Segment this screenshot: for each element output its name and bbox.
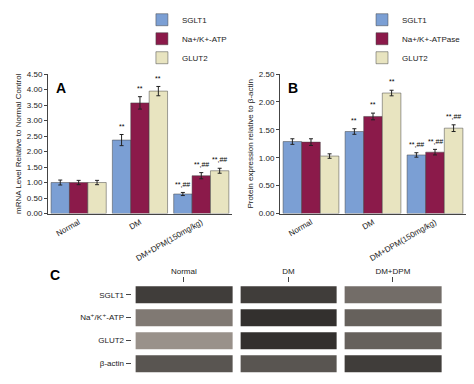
svg-text:Na⁺/K⁺-ATP: Na⁺/K⁺-ATP (80, 313, 124, 322)
svg-text:DM+DPM(150mg/kg): DM+DPM(150mg/kg) (368, 217, 438, 263)
svg-text:0.00: 0.00 (259, 209, 275, 218)
svg-text:Protein expression relative to: Protein expression relative to β-actin (246, 79, 255, 209)
svg-text:0.50: 0.50 (27, 194, 43, 203)
svg-text:1.50: 1.50 (259, 126, 275, 135)
svg-text:SGLT1: SGLT1 (402, 16, 427, 25)
svg-text:2.50: 2.50 (27, 132, 43, 141)
svg-text:1.00: 1.00 (27, 178, 43, 187)
svg-text:Na+/K+-ATPase: Na+/K+-ATPase (402, 35, 460, 44)
svg-text:3.00: 3.00 (27, 116, 43, 125)
svg-text:2.50: 2.50 (259, 70, 275, 79)
svg-text:**: ** (119, 123, 125, 130)
svg-text:**: ** (389, 78, 395, 85)
svg-text:**,##: **,## (446, 113, 461, 120)
svg-text:2.00: 2.00 (27, 147, 43, 156)
svg-text:DM: DM (128, 217, 144, 231)
svg-text:SGLT1: SGLT1 (99, 291, 124, 300)
svg-text:DM+DPM(150mg/kg): DM+DPM(150mg/kg) (135, 217, 205, 263)
svg-text:0.50: 0.50 (259, 181, 275, 190)
svg-text:**: ** (155, 75, 161, 82)
svg-text:β-actin: β-actin (100, 359, 124, 368)
svg-text:mRNA Level Relative to Normal: mRNA Level Relative to Normal Control (14, 73, 23, 214)
svg-text:Normal: Normal (55, 217, 82, 238)
svg-text:A: A (56, 80, 66, 96)
svg-text:B: B (288, 80, 298, 96)
svg-text:GLUT2: GLUT2 (98, 336, 124, 345)
svg-text:DM: DM (361, 217, 377, 231)
svg-text:2.00: 2.00 (259, 98, 275, 107)
svg-text:3.50: 3.50 (27, 101, 43, 110)
svg-text:**: ** (137, 85, 143, 92)
svg-text:DM+DPM: DM+DPM (375, 267, 410, 276)
svg-text:DM: DM (282, 267, 295, 276)
svg-text:**,##: **,## (409, 141, 424, 148)
svg-text:GLUT2: GLUT2 (182, 54, 208, 63)
svg-text:C: C (50, 267, 60, 283)
svg-text:SGLT1: SGLT1 (182, 16, 207, 25)
svg-text:Normal: Normal (287, 217, 314, 238)
svg-text:Na+/K+-ATP: Na+/K+-ATP (182, 35, 227, 44)
svg-text:**: ** (370, 101, 376, 108)
svg-text:4.00: 4.00 (27, 85, 43, 94)
svg-text:Normal: Normal (171, 267, 197, 276)
svg-text:**,##: **,## (194, 161, 209, 168)
svg-text:**: ** (351, 117, 357, 124)
svg-text:**,##: **,## (428, 138, 443, 145)
svg-text:**,##: **,## (175, 181, 190, 188)
svg-text:**,##: **,## (212, 156, 227, 163)
svg-text:0.00: 0.00 (27, 209, 43, 218)
svg-text:4.50: 4.50 (27, 70, 43, 79)
svg-text:1.00: 1.00 (259, 154, 275, 163)
svg-text:1.50: 1.50 (27, 163, 43, 172)
svg-text:GLUT2: GLUT2 (402, 54, 428, 63)
